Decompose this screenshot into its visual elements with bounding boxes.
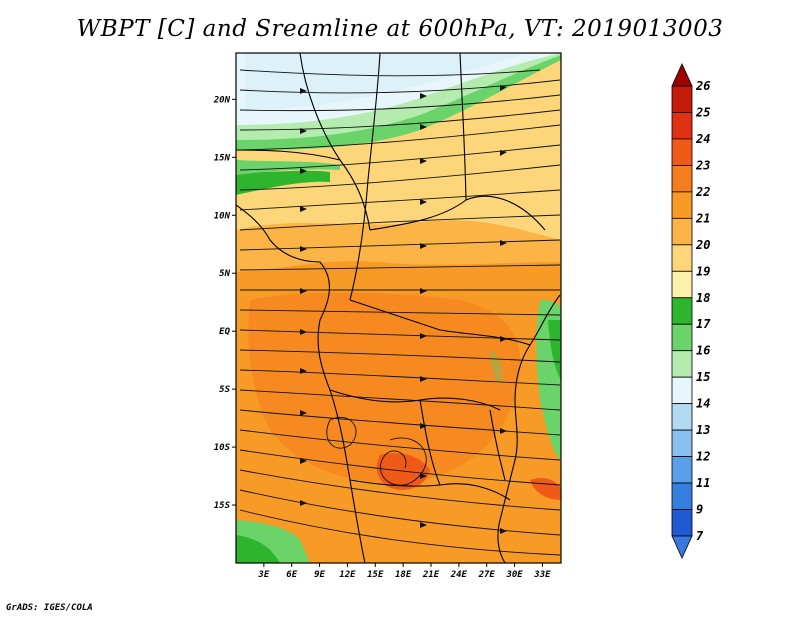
colorbar-swatch	[671, 509, 693, 537]
lon-tick-label: 9E	[314, 570, 325, 580]
colorbar-swatch	[671, 191, 693, 219]
lat-tick-label: 10N	[214, 211, 231, 221]
colorbar-label: 7	[696, 529, 704, 543]
colorbar-label: 26	[695, 79, 710, 93]
grads-credit: GrADS: IGES/COLA	[6, 603, 93, 613]
colorbar-swatch	[671, 376, 693, 405]
lat-tick-label: 5N	[219, 269, 230, 279]
map-frame	[235, 52, 562, 564]
colorbar-swatch	[671, 482, 693, 510]
colorbar-swatch	[671, 429, 693, 457]
colorbar-label: 15	[696, 370, 710, 384]
colorbar-swatch	[671, 138, 693, 166]
colorbar-swatch	[671, 350, 693, 378]
lat-tick-label: 15S	[214, 501, 231, 511]
colorbar-label: 11	[696, 476, 710, 490]
lon-tick-label: 21E	[422, 570, 440, 580]
lat-tick-label: 5S	[219, 385, 230, 395]
colorbar-bottom-arrow	[671, 535, 693, 559]
lat-tick-label: 15N	[214, 153, 231, 163]
lon-tick-label: 33E	[533, 570, 551, 580]
wbpt-field	[236, 53, 561, 563]
lon-tick-label: 3E	[257, 570, 269, 580]
colorbar-label: 22	[695, 185, 710, 199]
colorbar-label: 23	[695, 158, 710, 172]
lat-tick-label: EQ	[219, 327, 230, 337]
colorbar-label: 25	[695, 105, 710, 119]
colorbar-swatch	[671, 165, 693, 193]
colorbar-label: 13	[696, 423, 710, 437]
coastlines-borders	[236, 53, 561, 563]
lon-tick-label: 12E	[339, 570, 356, 580]
colorbar-label: 24	[695, 132, 710, 146]
colorbar-swatch	[671, 270, 693, 299]
colorbar-swatch	[671, 244, 693, 272]
colorbar-label: 17	[696, 317, 711, 331]
colorbar-swatch	[671, 217, 693, 246]
colorbar-label: 21	[695, 211, 710, 225]
colorbar-swatch	[671, 85, 693, 113]
longitude-axis: 3E 6E 9E 12E 15E 18E 21E 24E 27E 30E 33E	[257, 563, 551, 580]
lat-tick-label: 20N	[213, 95, 231, 105]
colorbar-swatch	[671, 297, 693, 325]
colorbar-top-arrow	[671, 63, 693, 87]
lon-tick-label: 24E	[450, 570, 468, 580]
streamline-arrows	[300, 85, 507, 534]
lat-tick-label: 10S	[214, 443, 231, 453]
lon-tick-label: 15E	[367, 570, 384, 580]
colorbar-label: 18	[696, 291, 710, 305]
lon-tick-label: 27E	[478, 570, 496, 580]
latitude-axis: 20N 15N 10N 5N EQ 5S 10S 15S	[213, 95, 236, 511]
colorbar-swatch	[671, 323, 693, 352]
colorbar-label: 9	[696, 503, 703, 517]
lon-tick-label: 30E	[505, 570, 523, 580]
lon-tick-label: 18E	[395, 570, 412, 580]
colorbar-swatch	[671, 456, 693, 484]
colorbar-label: 16	[696, 344, 710, 358]
colorbar-swatch	[671, 112, 693, 140]
streamlines	[239, 69, 561, 556]
colorbar-label: 20	[695, 238, 710, 252]
lon-tick-label: 6E	[286, 570, 297, 580]
colorbar-label: 12	[696, 450, 710, 464]
colorbar-label: 14	[696, 397, 710, 411]
colorbar-label: 19	[696, 264, 710, 278]
colorbar-swatch	[671, 403, 693, 431]
map-title: WBPT [C] and Sreamline at 600hPa, VT: 20…	[76, 16, 724, 42]
